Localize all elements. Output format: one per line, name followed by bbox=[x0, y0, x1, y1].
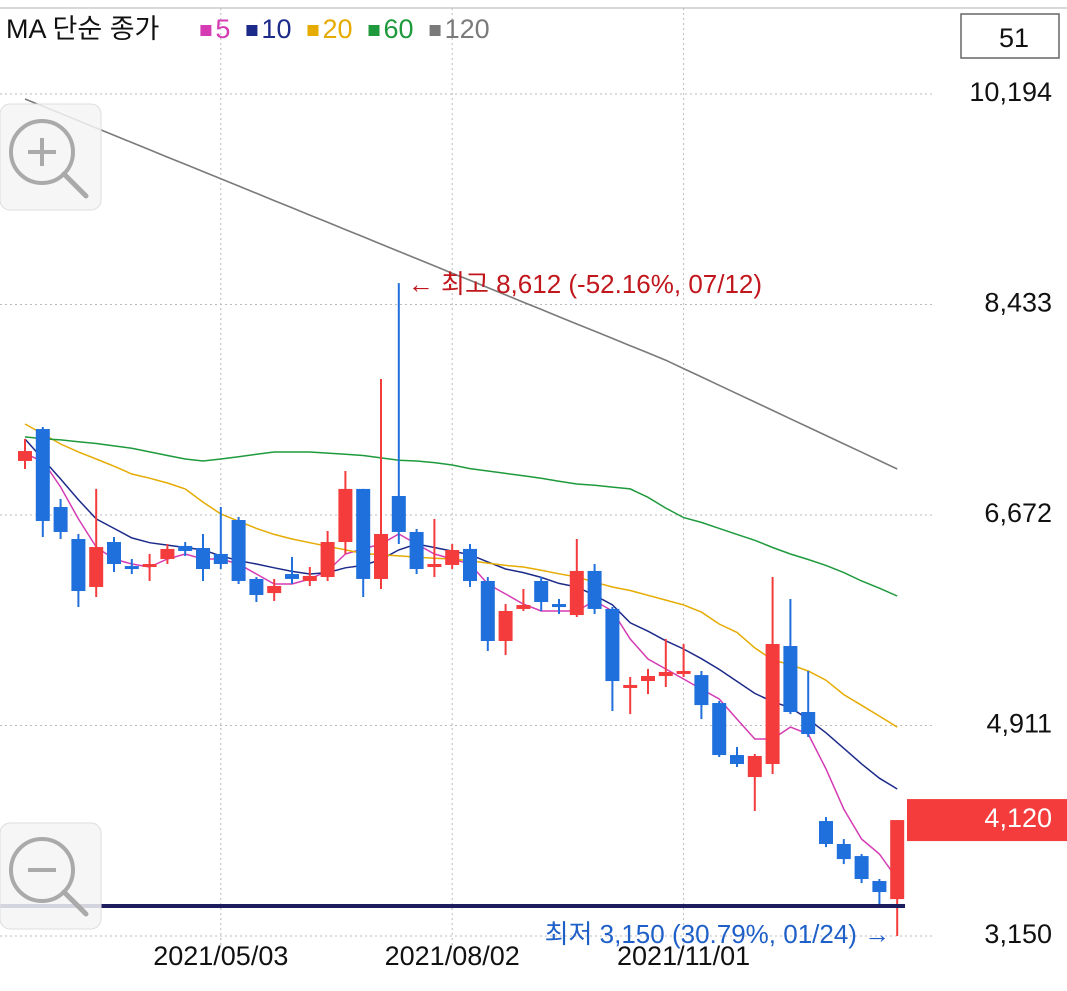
zoom-out-lens bbox=[9, 837, 75, 903]
x-tick-label: 2021/11/01 bbox=[617, 941, 750, 971]
candle-body bbox=[196, 547, 210, 570]
candle-body bbox=[213, 553, 228, 565]
candle-body bbox=[338, 488, 353, 543]
legend-label: 120 bbox=[445, 14, 490, 44]
legend-label: 60 bbox=[384, 14, 414, 44]
legend-swatch bbox=[200, 25, 212, 36]
candle-body bbox=[391, 495, 406, 532]
candle-body bbox=[160, 548, 175, 559]
candle-body bbox=[89, 547, 104, 587]
y-tick-label: 10,194 bbox=[969, 77, 1052, 107]
candle-body bbox=[18, 451, 32, 461]
candle-body bbox=[356, 488, 371, 579]
zoom-in-lens bbox=[9, 119, 75, 185]
candle-body bbox=[605, 608, 620, 682]
zoom-in-handle bbox=[61, 171, 89, 199]
zoom-out-handle bbox=[61, 889, 89, 917]
candle-body bbox=[854, 856, 869, 880]
candle-body bbox=[658, 671, 673, 677]
candle-body bbox=[641, 676, 655, 682]
legend-swatch bbox=[368, 25, 380, 36]
candle-body bbox=[712, 703, 727, 756]
candle-body bbox=[534, 580, 549, 603]
candle-body bbox=[694, 675, 709, 706]
legend-label: 20 bbox=[322, 14, 352, 44]
candle-body bbox=[53, 506, 68, 532]
legend-label: 5 bbox=[215, 14, 230, 44]
zoom-out-button[interactable] bbox=[0, 822, 102, 930]
candle-body bbox=[374, 534, 388, 579]
legend-title: MA 단순 종가 bbox=[6, 14, 159, 44]
candle-body bbox=[890, 820, 905, 900]
candle-body bbox=[302, 575, 317, 581]
candle-body bbox=[498, 610, 513, 641]
candle-body bbox=[267, 586, 282, 594]
candle-body bbox=[285, 574, 299, 579]
ma-line bbox=[24, 98, 898, 470]
candle-body bbox=[142, 564, 157, 567]
legend-swatch bbox=[307, 25, 319, 36]
candle-body bbox=[587, 570, 602, 609]
candle-body bbox=[730, 755, 744, 765]
candle-body bbox=[872, 881, 887, 893]
candle-body bbox=[819, 821, 833, 844]
y-tick-label: 4,911 bbox=[986, 709, 1052, 739]
high-annotation: ← 최고 8,612 (-52.16%, 07/12) bbox=[408, 269, 762, 299]
y-tick-label: 6,672 bbox=[984, 498, 1052, 528]
legend-swatch bbox=[246, 25, 258, 36]
legend-swatch bbox=[429, 25, 441, 36]
x-tick-label: 2021/08/02 bbox=[385, 941, 520, 971]
candle-body bbox=[569, 570, 584, 616]
candle-body bbox=[107, 542, 121, 565]
candle-body bbox=[463, 548, 477, 581]
candle-body bbox=[427, 564, 442, 567]
candle-body bbox=[783, 646, 798, 713]
candle-body bbox=[480, 580, 495, 641]
candle-body bbox=[676, 671, 691, 674]
candle-body bbox=[231, 520, 246, 581]
badge: 51 bbox=[999, 23, 1029, 53]
ma-line bbox=[24, 438, 898, 790]
candle-body bbox=[747, 755, 762, 778]
candle-body bbox=[801, 712, 816, 735]
badge-box bbox=[960, 13, 1060, 59]
x-tick-label: 2021/05/03 bbox=[153, 941, 288, 971]
low-annotation: 최저 3,150 (30.79%, 01/24) → bbox=[545, 919, 891, 949]
candle-body bbox=[320, 542, 335, 578]
candle-body bbox=[445, 550, 460, 565]
price-tag bbox=[907, 799, 1067, 842]
y-tick-label: 3,150 bbox=[984, 919, 1052, 949]
candle-body bbox=[552, 604, 566, 608]
price-tag-label: 4,120 bbox=[984, 803, 1052, 833]
ma-line bbox=[24, 423, 898, 728]
candle-body bbox=[249, 578, 264, 595]
candle-body bbox=[836, 843, 851, 860]
candle-body bbox=[178, 545, 193, 551]
y-tick-label: 8,433 bbox=[984, 288, 1052, 318]
candle-body bbox=[71, 539, 86, 592]
candle-body bbox=[623, 684, 638, 688]
plot: 3,150 4,911 6,672 8,433 10,194 2021/05/03 2021… bbox=[0, 8, 1067, 971]
candle-body bbox=[765, 643, 780, 765]
candle-body bbox=[124, 566, 139, 570]
zoom-in-button[interactable] bbox=[0, 103, 102, 211]
ma-line bbox=[24, 436, 898, 597]
candle-body bbox=[35, 429, 50, 521]
legend-label: 10 bbox=[261, 14, 291, 44]
candle-body bbox=[516, 605, 531, 609]
candle-body bbox=[409, 531, 424, 570]
